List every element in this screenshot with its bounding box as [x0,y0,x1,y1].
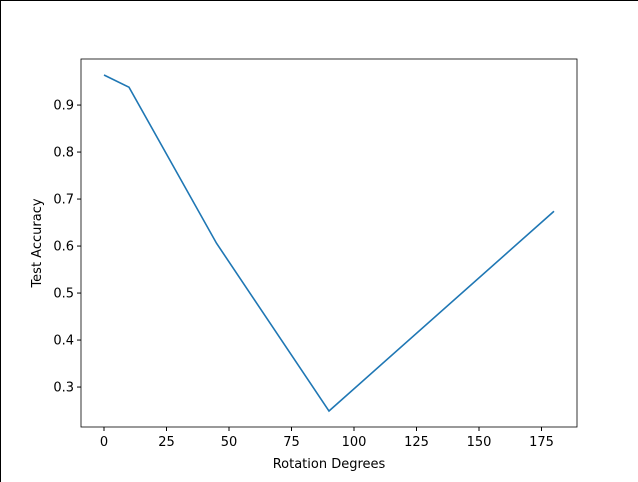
x-tick-label: 150 [467,435,492,450]
x-tick-label: 0 [100,435,108,450]
x-tick-label: 175 [529,435,554,450]
y-tick-label: 0.4 [53,334,74,349]
x-axis-label: Rotation Degrees [273,457,386,472]
x-tick-label: 100 [342,435,367,450]
x-tick-label: 25 [158,435,175,450]
y-tick-label: 0.3 [53,381,74,396]
y-tick-label: 0.5 [53,287,74,302]
x-tick-label: 50 [221,435,238,450]
y-tick-label: 0.9 [53,99,74,114]
y-tick-label: 0.7 [53,193,74,208]
x-tick-label: 75 [283,435,300,450]
y-tick-label: 0.6 [53,240,74,255]
plot-frame [80,58,578,428]
line-series [103,74,555,413]
y-tick-label: 0.8 [53,146,74,161]
x-tick-label: 125 [404,435,429,450]
y-axis-label: Test Accuracy [30,198,45,288]
